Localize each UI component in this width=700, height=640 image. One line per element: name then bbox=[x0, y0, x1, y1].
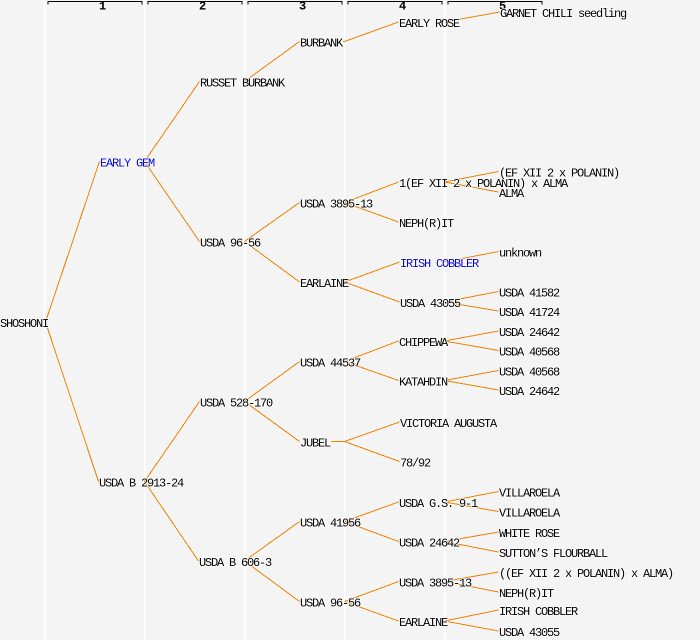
svg-text:78/92: 78/92 bbox=[400, 456, 431, 470]
svg-text:USDA 41724: USDA 41724 bbox=[499, 306, 560, 320]
svg-text:VILLAROELA: VILLAROELA bbox=[499, 486, 561, 500]
svg-text:USDA 41956: USDA 41956 bbox=[300, 516, 361, 530]
svg-text:unknown: unknown bbox=[499, 246, 542, 260]
svg-text:EARLAINE: EARLAINE bbox=[300, 277, 349, 291]
svg-text:USDA B 2913-24: USDA B 2913-24 bbox=[99, 476, 184, 490]
svg-text:WHITE ROSE: WHITE ROSE bbox=[499, 527, 560, 541]
svg-text:JUBEL: JUBEL bbox=[300, 436, 331, 450]
svg-text:IRISH COBBLER: IRISH COBBLER bbox=[499, 605, 578, 619]
svg-text:2: 2 bbox=[199, 0, 206, 13]
svg-text:5: 5 bbox=[499, 0, 506, 13]
svg-text:VILLAROELA: VILLAROELA bbox=[499, 506, 561, 520]
svg-text:RUSSET BURBANK: RUSSET BURBANK bbox=[200, 76, 286, 90]
svg-text:EARLY GEM: EARLY GEM bbox=[100, 156, 155, 170]
svg-text:ALMA: ALMA bbox=[499, 187, 525, 201]
svg-text:USDA 96-56: USDA 96-56 bbox=[200, 236, 261, 250]
svg-text:USDA 43055: USDA 43055 bbox=[400, 297, 461, 311]
svg-text:1(EF XII 2 x POLANIN) x ALMA: 1(EF XII 2 x POLANIN) x ALMA bbox=[399, 177, 569, 191]
svg-text:NEPH(R)IT: NEPH(R)IT bbox=[399, 217, 454, 231]
svg-text:USDA G.S. 9-1: USDA G.S. 9-1 bbox=[399, 497, 478, 511]
svg-text:CHIPPEWA: CHIPPEWA bbox=[399, 336, 449, 350]
svg-text:USDA 24642: USDA 24642 bbox=[499, 326, 560, 340]
svg-text:USDA 40568: USDA 40568 bbox=[499, 345, 560, 359]
svg-text:EARLAINE: EARLAINE bbox=[399, 616, 448, 630]
svg-text:USDA 24642: USDA 24642 bbox=[499, 385, 560, 399]
svg-text:USDA 44537: USDA 44537 bbox=[300, 356, 361, 370]
svg-text:IRISH COBBLER: IRISH COBBLER bbox=[400, 257, 479, 271]
svg-text:USDA 43055: USDA 43055 bbox=[499, 626, 560, 640]
svg-text:USDA 40568: USDA 40568 bbox=[499, 365, 560, 379]
svg-text:VICTORIA AUGUSTA: VICTORIA AUGUSTA bbox=[400, 417, 498, 431]
svg-text:4: 4 bbox=[399, 0, 406, 13]
svg-text:USDA 3895-13: USDA 3895-13 bbox=[399, 576, 472, 590]
svg-text:1: 1 bbox=[99, 0, 106, 13]
svg-text:NEPH(R)IT: NEPH(R)IT bbox=[499, 587, 554, 601]
svg-text:USDA 96-56: USDA 96-56 bbox=[300, 596, 361, 610]
svg-text:USDA 41582: USDA 41582 bbox=[499, 286, 560, 300]
svg-text:USDA 24642: USDA 24642 bbox=[399, 536, 460, 550]
svg-text:(EF XII 2 x POLANIN): (EF XII 2 x POLANIN) bbox=[499, 166, 619, 180]
svg-text:((EF XII 2 x POLANIN) x ALMA): ((EF XII 2 x POLANIN) x ALMA) bbox=[499, 567, 673, 581]
svg-text:SHOSHONI: SHOSHONI bbox=[0, 317, 48, 331]
svg-text:USDA 528-170: USDA 528-170 bbox=[200, 396, 273, 410]
svg-text:BURBANK: BURBANK bbox=[300, 36, 344, 50]
svg-text:USDA B 606-3: USDA B 606-3 bbox=[199, 556, 272, 570]
svg-text:USDA 3895-13: USDA 3895-13 bbox=[300, 197, 373, 211]
svg-text:3: 3 bbox=[299, 0, 306, 13]
svg-text:EARLY ROSE: EARLY ROSE bbox=[399, 17, 460, 31]
svg-text:KATAHDIN: KATAHDIN bbox=[399, 375, 448, 389]
svg-text:SUTTON’S FLOURBALL: SUTTON’S FLOURBALL bbox=[499, 547, 608, 561]
svg-text:GARNET CHILI seedling: GARNET CHILI seedling bbox=[500, 7, 627, 21]
